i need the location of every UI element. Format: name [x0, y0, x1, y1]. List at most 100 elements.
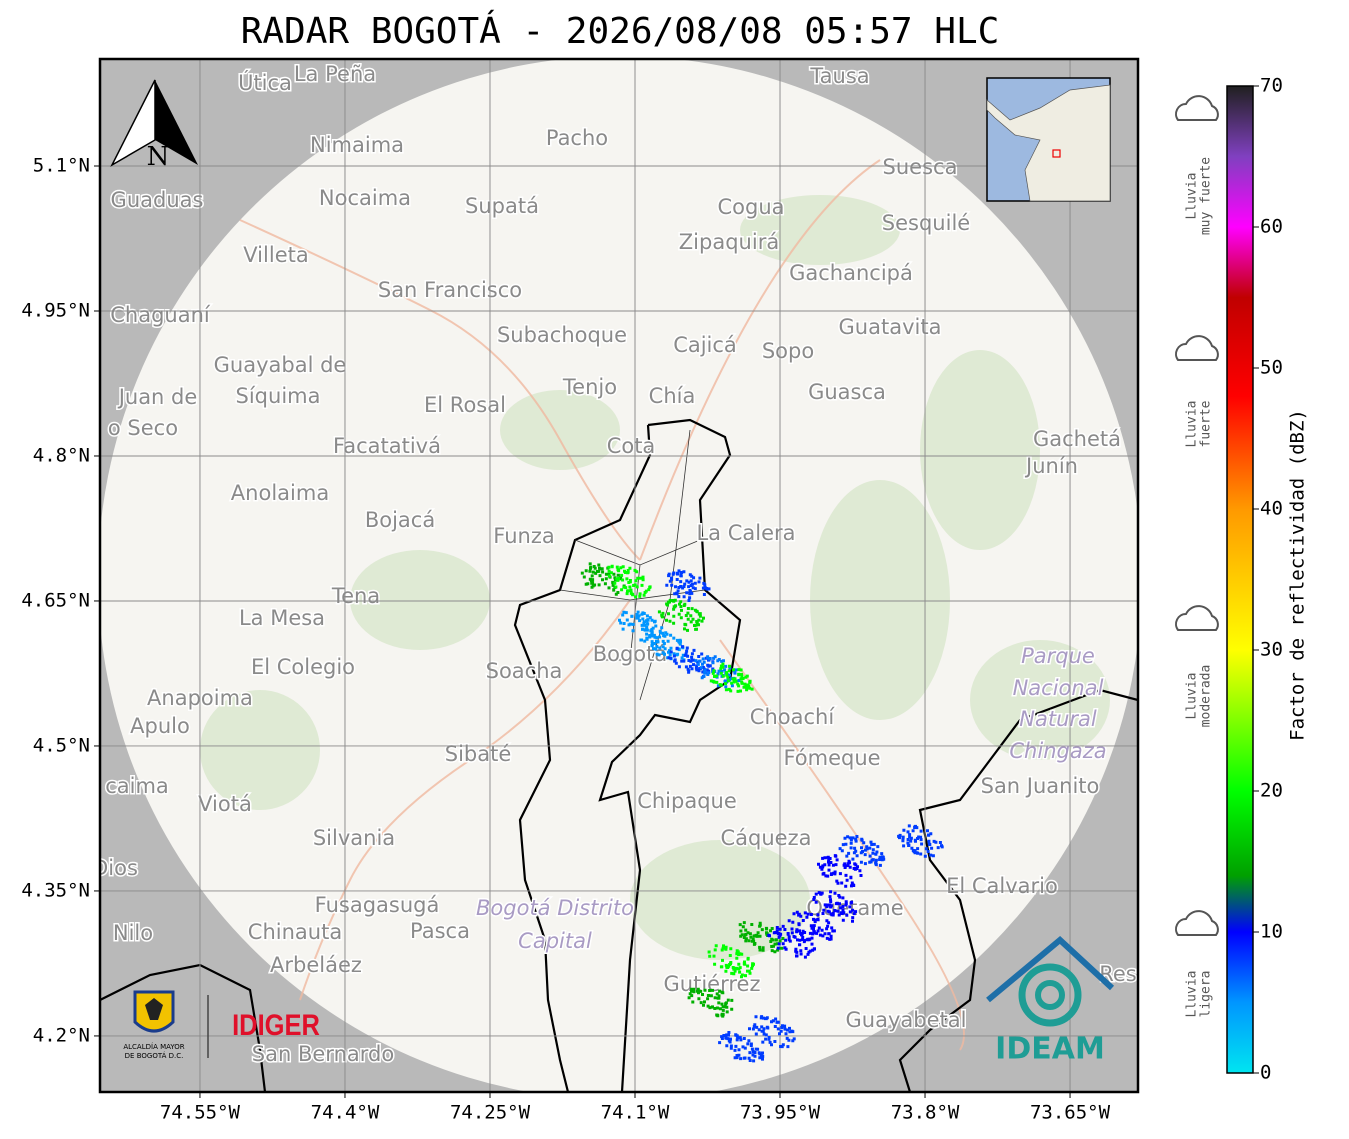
echo-cell	[709, 662, 754, 693]
colorbar-tick-label: 40	[1260, 498, 1283, 520]
colorbar: Factor de reflectividad (dBZ) 0 10 20 30 40 5…	[1226, 75, 1309, 1084]
rain-level-label: ligera	[1199, 971, 1214, 1018]
place-label: Chipaque	[637, 789, 737, 813]
x-tick-label: 74.55°W	[160, 1102, 241, 1124]
echo-cell	[707, 944, 755, 979]
place-label: Villeta	[243, 243, 308, 267]
park-label: Capital	[518, 929, 592, 953]
place-label: El Colegio	[251, 655, 355, 679]
park-label: Chingaza	[1009, 739, 1106, 763]
cloud-icon	[1175, 910, 1219, 936]
rain-level-label: moderada	[1199, 665, 1214, 728]
y-tick-label: 4.65°N	[21, 589, 90, 611]
park-label: Natural	[1019, 707, 1097, 731]
place-label: Viotá	[198, 792, 252, 816]
logo-text: ALCALDÍA MAYOR	[123, 1042, 184, 1051]
colorbar-tick-label: 0	[1260, 1062, 1271, 1084]
cloud-icon	[1175, 95, 1219, 121]
rain-level-label: muy fuerte	[1199, 157, 1214, 235]
place-label: o Seco	[108, 416, 178, 440]
place-label: Chía	[649, 384, 696, 408]
y-tick-label: 4.35°N	[21, 879, 90, 901]
place-label: Choachí	[750, 705, 836, 729]
colorbar-tick-label: 60	[1260, 216, 1283, 238]
place-label: San Francisco	[378, 278, 522, 302]
x-tick-label: 74.25°W	[450, 1102, 531, 1124]
place-label: Pacho	[546, 126, 608, 150]
place-label: Apulo	[130, 714, 190, 738]
rain-level-label: Lluvia	[1185, 673, 1200, 720]
place-label: Subachoque	[497, 323, 627, 347]
place-label: Chaguaní	[110, 303, 211, 327]
place-label: Bojacá	[365, 508, 435, 532]
title: RADAR BOGOTÁ - 2026/08/08 05:57 HLC	[241, 10, 1000, 52]
place-label: Dios	[92, 856, 138, 880]
cloud-icon	[1175, 605, 1219, 631]
echo-cell	[748, 1015, 796, 1049]
place-label: San Juanito	[981, 774, 1100, 798]
colorbar-tick-label: 50	[1260, 357, 1283, 379]
cloud-icon	[1175, 335, 1219, 361]
place-label: Cogua	[717, 195, 784, 219]
x-tick-label: 74.1°W	[601, 1102, 670, 1124]
park-label: Nacional	[1013, 676, 1104, 700]
place-label: Guaduas	[111, 188, 204, 212]
echo-cell	[838, 835, 886, 867]
echo-cell	[812, 890, 858, 923]
place-label: Arbeláez	[270, 953, 362, 977]
x-tick-label: 73.65°W	[1030, 1102, 1111, 1124]
y-tick-label: 4.2°N	[33, 1024, 90, 1046]
place-label: Nocaima	[319, 186, 411, 210]
place-label: San Bernardo	[252, 1042, 394, 1066]
place-label: Fómeque	[783, 746, 880, 770]
place-label: La Calera	[696, 521, 795, 545]
echo-cell	[643, 629, 686, 662]
place-label: Nimaima	[310, 133, 404, 157]
logo-text: DE BOGOTÁ D.C.	[125, 1051, 184, 1060]
grid	[100, 59, 1138, 1092]
place-label: Guasca	[808, 380, 886, 404]
roads	[239, 159, 965, 1051]
place-label: Juan de	[117, 385, 198, 409]
place-label: caima	[105, 774, 169, 798]
echo-cell	[667, 645, 715, 678]
logo-text: IDIGER	[232, 1008, 320, 1041]
echo-cell	[718, 1031, 765, 1063]
place-label: Guatavita	[839, 315, 942, 339]
park-label: Parque	[1021, 644, 1095, 668]
place-label: Pasca	[410, 919, 470, 943]
place-label: Nilo	[113, 921, 153, 945]
place-label: Tena	[331, 584, 380, 608]
place-label: El Rosal	[424, 393, 506, 417]
place-label: Zipaquirá	[679, 230, 779, 254]
logo-text: IDEAM	[995, 1032, 1105, 1067]
colorbar-tick-label: 30	[1260, 639, 1283, 661]
place-label: Soacha	[486, 659, 563, 683]
echo-cell	[665, 569, 711, 602]
place-label: Facatativá	[333, 434, 441, 458]
place-label: Cajicá	[673, 333, 737, 357]
colorbar-label: Factor de reflectividad (dBZ)	[1287, 409, 1309, 741]
park-label: Bogotá Distrito	[476, 896, 634, 920]
echo-cell	[618, 610, 665, 643]
place-label: Cáqueza	[721, 826, 812, 850]
place-label: Anolaima	[231, 481, 329, 505]
place-label: Funza	[493, 524, 554, 548]
place-label: Gachetá	[1033, 427, 1121, 451]
place-label: La Mesa	[239, 606, 325, 630]
place-label: Quetame	[806, 896, 903, 920]
place-label: Junín	[1024, 454, 1078, 478]
alcaldia-logo: ALCALDÍA MAYOR DE BOGOTÁ D.C. IDIGER	[123, 990, 320, 1060]
y-tick-label: 4.8°N	[33, 444, 90, 466]
echo-cell	[607, 564, 652, 599]
y-tick-label: 5.1°N	[33, 155, 90, 177]
map: Útica La Peña Tausa Pacho Nimaima Guaduas Noca…	[92, 59, 1138, 1092]
place-labels: Útica La Peña Tausa Pacho Nimaima Guaduas Noca…	[92, 61, 1138, 1068]
colorbar-tick-label: 10	[1260, 921, 1283, 943]
echo-cell	[657, 598, 705, 632]
rain-level-label: Lluvia	[1185, 173, 1200, 220]
place-label: Cota	[607, 434, 656, 458]
place-label: Útica	[238, 70, 292, 95]
